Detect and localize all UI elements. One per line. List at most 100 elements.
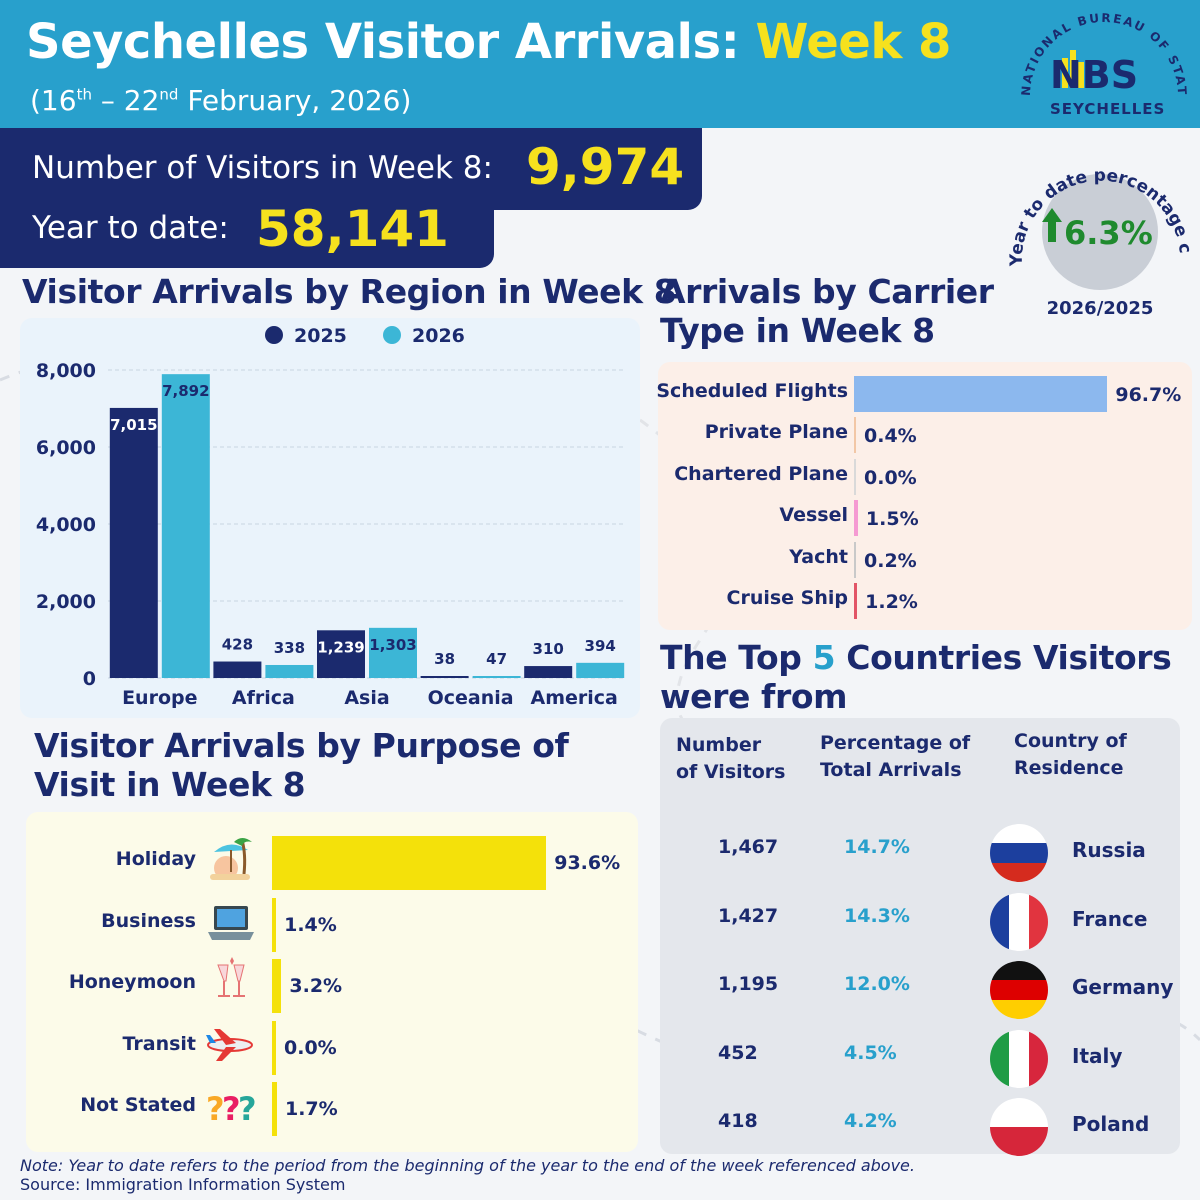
purpose-chart-panel: Holiday 93.6% Business 1.4% Honeymoon 3.2% Tra… xyxy=(26,812,638,1152)
airplane-icon xyxy=(206,1028,253,1061)
bar-america-2026 xyxy=(576,662,625,678)
bar-asia-2025 xyxy=(317,630,365,678)
visitors-week-label: Number of Visitors in Week 8: xyxy=(32,150,493,186)
purpose-bar-not-stated xyxy=(272,1082,277,1136)
col-head-country: Country of Residence xyxy=(1014,728,1127,782)
x-tick-label: Asia xyxy=(344,687,389,709)
subtitle-mid: – 22 xyxy=(91,84,160,117)
bar-africa-2025 xyxy=(213,661,262,678)
top5-title-pre: The Top xyxy=(660,638,813,677)
bar-europe-2026 xyxy=(161,374,210,678)
purpose-bar-holiday xyxy=(272,836,547,890)
italy-flag-icon xyxy=(990,1029,1048,1088)
col-head-percentage: Percentage of Total Arrivals xyxy=(820,730,970,784)
ytd-box: Year to date: 58,141 xyxy=(0,200,494,268)
y-tick-label: 4,000 xyxy=(36,514,96,536)
purpose-value-label: 0.0% xyxy=(284,1036,337,1059)
carrier-value-label: 1.5% xyxy=(865,508,919,531)
table-cell-percentage: 14.3% xyxy=(844,904,910,927)
flag-stripe xyxy=(1009,892,1029,951)
table-cell-visitors: 1,467 xyxy=(718,836,779,858)
x-tick-label: Europe xyxy=(122,687,197,709)
col-head-country-line1: Country of xyxy=(1014,730,1127,752)
carrier-bar-vessel xyxy=(854,500,858,537)
legend-label-2025: 2025 xyxy=(294,325,347,347)
carrier-value-label: 0.0% xyxy=(864,466,917,489)
purpose-title-line1: Visitor Arrivals by Purpose of xyxy=(34,726,569,765)
ytd-change-period: 2026/2025 xyxy=(1047,298,1154,319)
bar-oceania-2026 xyxy=(472,676,521,678)
title-main: Seychelles Visitor Arrivals: xyxy=(26,14,756,70)
carrier-value-label: 0.4% xyxy=(864,425,917,448)
purpose-value-label: 93.6% xyxy=(554,852,621,874)
purpose-label-holiday: Holiday xyxy=(115,848,196,870)
germany-flag-icon xyxy=(990,961,1048,1019)
carrier-title-line1: Arrivals by Carrier xyxy=(660,272,994,311)
svg-text:?: ? xyxy=(238,1090,256,1128)
carrier-chart-panel: Scheduled Flights 96.7% Private Plane 0.4% C… xyxy=(656,362,1192,630)
x-tick-label: Oceania xyxy=(428,687,514,709)
visitors-week-box: Number of Visitors in Week 8: 9,974 xyxy=(0,128,702,210)
flag-stripe xyxy=(990,892,1010,951)
y-tick-label: 0 xyxy=(83,668,96,690)
carrier-value-label: 96.7% xyxy=(1115,384,1182,406)
data-label: 310 xyxy=(533,640,564,658)
table-cell-country: Poland xyxy=(1072,1112,1150,1136)
top5-section-title: The Top 5 Countries Visitors were from xyxy=(660,638,1172,716)
data-label: 47 xyxy=(486,650,507,668)
laptop-icon xyxy=(208,905,254,940)
data-label: 7,015 xyxy=(110,416,157,434)
carrier-bar-cruise-ship xyxy=(854,583,858,619)
table-cell-country: France xyxy=(1072,906,1148,931)
top5-title-post: Countries Visitors xyxy=(835,638,1172,677)
purpose-label-transit: Transit xyxy=(122,1032,197,1055)
carrier-label-private-plane: Private Plane xyxy=(704,421,848,444)
col-head-visitors-line2: of Visitors xyxy=(676,761,786,783)
top5-title-line2: were from xyxy=(660,677,848,716)
bar-africa-2026 xyxy=(265,664,314,678)
flag-stripe xyxy=(990,824,1048,844)
subtitle-sup-th: th xyxy=(76,85,92,104)
footer-source: Source: Immigration Information System xyxy=(20,1175,346,1194)
table-cell-percentage: 14.7% xyxy=(844,836,910,858)
purpose-bar-transit xyxy=(272,1020,276,1075)
carrier-value-label: 1.2% xyxy=(865,591,918,613)
purpose-value-label: 1.7% xyxy=(284,1098,338,1120)
page-title: Seychelles Visitor Arrivals: Week 8 xyxy=(26,14,951,70)
champagne-icon xyxy=(217,957,245,997)
ytd-value: 58,141 xyxy=(256,200,449,258)
flag-stripe xyxy=(990,999,1048,1019)
col-head-percentage-line1: Percentage of xyxy=(820,732,971,754)
flag-stripe xyxy=(990,961,1048,981)
flag-stripe xyxy=(990,980,1048,1000)
top5-title-num: 5 xyxy=(812,638,836,677)
table-cell-country: Russia xyxy=(1072,838,1146,862)
poland-flag-icon xyxy=(990,1098,1048,1156)
y-tick-label: 2,000 xyxy=(36,591,96,613)
bar-europe-2025 xyxy=(109,407,158,678)
flag-stripe xyxy=(1028,892,1048,951)
table-cell-percentage: 4.2% xyxy=(844,1110,897,1132)
table-cell-visitors: 452 xyxy=(718,1041,758,1064)
question-marks-icon: ??? xyxy=(206,1090,256,1128)
russia-flag-icon xyxy=(990,824,1048,882)
data-label: 1,239 xyxy=(317,638,364,656)
top5-table-panel: Number of Visitors Percentage of Total Arr… xyxy=(660,718,1180,1156)
beach-icon xyxy=(210,838,252,880)
x-tick-label: America xyxy=(531,687,618,709)
x-tick-label: Africa xyxy=(232,687,295,709)
col-head-percentage-line2: Total Arrivals xyxy=(820,759,962,781)
table-cell-country: Italy xyxy=(1072,1043,1123,1068)
region-chart-panel: 0 2,000 4,000 6,000 8,000 2025 2026 7,015 7,892 E… xyxy=(20,318,640,718)
header-banner: Seychelles Visitor Arrivals: Week 8 (16t… xyxy=(0,0,1200,128)
arrow-up-icon xyxy=(1042,208,1062,242)
svg-text:?: ? xyxy=(222,1090,241,1128)
purpose-label-honeymoon: Honeymoon xyxy=(68,971,196,993)
purpose-section-title: Visitor Arrivals by Purpose of Visit in W… xyxy=(34,726,569,804)
data-label: 38 xyxy=(434,650,455,668)
purpose-label-not-stated: Not Stated xyxy=(80,1094,196,1116)
carrier-title-line2: Type in Week 8 xyxy=(660,311,935,350)
ytd-label: Year to date: xyxy=(32,210,229,246)
table-cell-visitors: 1,427 xyxy=(718,904,779,927)
subtitle-close: February, 2026) xyxy=(178,84,412,117)
